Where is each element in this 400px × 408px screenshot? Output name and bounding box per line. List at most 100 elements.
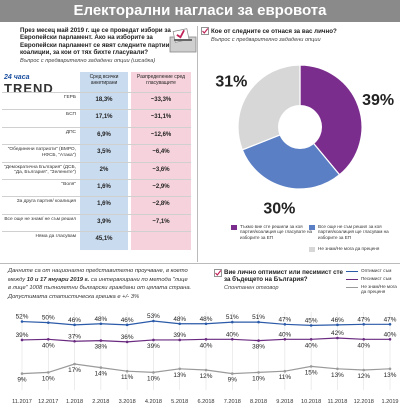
legend-swatch — [309, 247, 315, 252]
line-legend-label: Песимист съм — [361, 276, 392, 281]
line-note: Спонтанен отговор — [224, 285, 279, 291]
data-label: 11% — [121, 374, 134, 381]
check-icon — [201, 27, 209, 35]
series-point — [152, 338, 155, 342]
series-point — [257, 320, 260, 324]
series-point — [73, 339, 76, 343]
table-cell-voters: ~2,8% — [152, 201, 170, 208]
series-point — [388, 367, 392, 371]
panel-divider — [197, 26, 198, 262]
data-label: 40% — [200, 342, 213, 349]
check-icon-2 — [214, 269, 222, 277]
x-tick-label: 11.2018 — [328, 399, 348, 405]
method-line-2c: са интервюирани по метода "лице — [90, 276, 188, 283]
x-tick-label: 9.2018 — [276, 399, 293, 405]
x-tick-label: 8.2018 — [250, 399, 267, 405]
method-line-3: в лице" 1008 пълнолетни български гражда… — [8, 285, 192, 292]
table-row-label: "Воля" — [61, 182, 76, 187]
table-cell-all: 17,1% — [95, 114, 113, 121]
series-point — [230, 320, 234, 324]
series-point — [20, 320, 24, 323]
data-label: 47% — [357, 316, 370, 323]
table-row-divider — [2, 109, 191, 111]
data-label: 10% — [252, 375, 265, 382]
series-point — [152, 319, 155, 323]
series-point — [46, 338, 50, 341]
series-point — [388, 338, 392, 341]
data-label: 39% — [173, 332, 186, 339]
data-label: 47% — [278, 316, 291, 323]
table-row-divider — [2, 179, 191, 180]
data-label: 48% — [94, 316, 107, 323]
series-point — [46, 371, 50, 374]
data-label: 13% — [173, 372, 186, 379]
x-tick-label: 12.2017 — [38, 399, 58, 405]
table-row-label: БСП — [65, 112, 76, 118]
data-label: 47% — [384, 316, 397, 323]
legend-label: Все още не съм решил за коя партия/коали… — [318, 224, 389, 240]
series-point — [230, 338, 234, 341]
data-label: 50% — [42, 315, 55, 322]
data-label: 38% — [94, 344, 107, 351]
table-cell-all: 2% — [99, 166, 109, 173]
series-point — [178, 338, 182, 342]
data-label: 51% — [252, 314, 265, 321]
legend-label: Не знам/Не мога да преценя — [318, 246, 380, 251]
series-point — [309, 365, 313, 368]
data-label: 45% — [305, 317, 318, 324]
series-point — [257, 339, 260, 342]
data-label: 48% — [173, 316, 186, 323]
data-label: 40% — [384, 331, 397, 338]
table-row-divider — [2, 144, 191, 146]
x-tick-label: 2.2018 — [92, 399, 109, 405]
data-label: 40% — [305, 342, 318, 349]
col1-header: Сред всички анкетирани — [89, 74, 119, 86]
table-cell-all: 3,9% — [97, 218, 111, 225]
series-point — [125, 323, 129, 327]
methodology-note: Данните са от национално представително … — [8, 267, 218, 301]
table-row-divider — [2, 92, 191, 93]
table-cell-voters: ~31,1% — [150, 114, 172, 121]
all-respondents-column — [80, 72, 128, 250]
data-label: 40% — [278, 331, 291, 338]
data-label: 15% — [305, 369, 318, 376]
table-row-label: За друга партия/ коалиция — [16, 199, 76, 205]
pie-question: Кое от следните се отнася за вас лично? — [211, 28, 337, 35]
series-point — [20, 372, 24, 375]
data-label: 42% — [331, 330, 344, 337]
data-label: 38% — [252, 344, 265, 351]
data-label: 11% — [279, 374, 292, 381]
table-row-divider — [2, 231, 191, 233]
table-cell-all: 45,1% — [95, 236, 113, 243]
pie-note: Въпрос с предварително зададени опции — [211, 37, 321, 43]
pie-slice-label: 39% — [362, 92, 394, 109]
series-point — [362, 368, 366, 372]
legend-swatch — [309, 225, 315, 230]
series-point — [362, 338, 366, 341]
series-point — [283, 323, 287, 326]
series-point — [125, 340, 129, 344]
method-line-2: между 10 и 17 януари 2019 г. са интервюи… — [8, 276, 218, 285]
series-point — [178, 322, 182, 326]
table-note: Въпрос с предварително зададени опции (и… — [20, 58, 156, 64]
data-label: 9% — [17, 377, 27, 384]
logo-top-text: 24 часа — [4, 74, 30, 81]
data-label: 52% — [16, 314, 29, 321]
table-cell-voters: ~7,1% — [152, 218, 170, 225]
data-label: 40% — [42, 342, 55, 349]
data-label: 12% — [357, 373, 370, 380]
series-point — [73, 323, 76, 327]
data-label: 36% — [121, 334, 134, 341]
data-label: 51% — [226, 314, 239, 321]
line-legend-label: Оптимист съм — [361, 268, 392, 273]
line-legend-label: Не знам/Не мога да преценя — [361, 284, 397, 295]
data-label: 17% — [68, 367, 81, 374]
series-point — [336, 367, 339, 371]
series-point — [99, 339, 103, 342]
line-legend-swatch — [346, 271, 358, 272]
data-label: 48% — [200, 316, 213, 323]
table-row-divider — [2, 126, 191, 128]
table-cell-all: 3,5% — [97, 149, 111, 156]
series-point — [362, 323, 366, 326]
x-tick-label: 4.2018 — [145, 399, 162, 405]
